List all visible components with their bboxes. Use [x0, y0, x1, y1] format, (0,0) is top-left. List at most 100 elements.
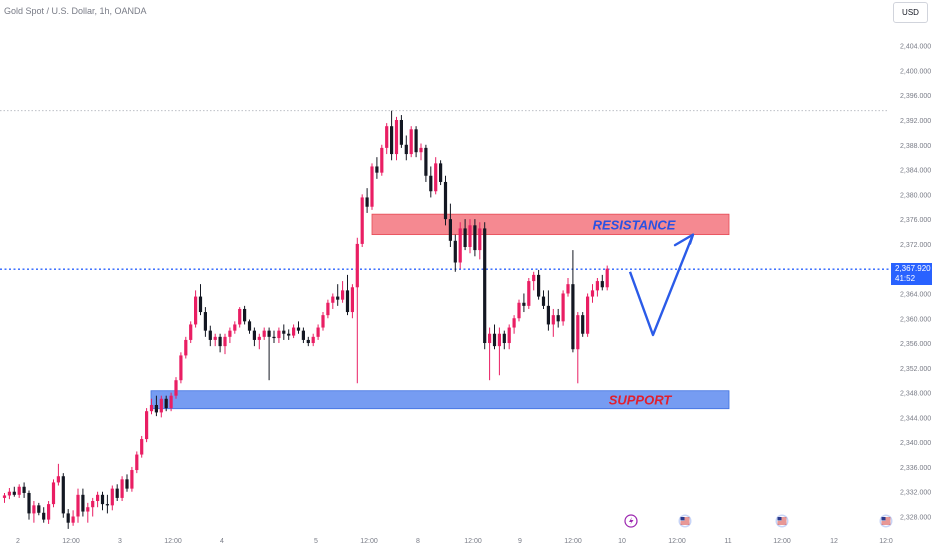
candle-body	[51, 482, 56, 505]
flag-stripe	[680, 523, 690, 525]
candle-body	[208, 330, 212, 340]
candle-body	[478, 228, 482, 251]
candle-body	[213, 336, 217, 340]
candle-body	[27, 492, 31, 514]
y-axis-tick-label: 2,328.000	[900, 515, 931, 522]
candle-body	[326, 302, 330, 316]
candle-body	[292, 327, 296, 336]
candle-body	[140, 439, 144, 455]
candle-body	[419, 147, 423, 153]
x-axis-tick-label: 3	[118, 538, 122, 545]
y-axis-tick-label: 2,376.000	[900, 217, 931, 224]
bar-countdown: 41:52	[895, 274, 916, 283]
candle-body	[375, 166, 379, 173]
candle-body	[66, 513, 70, 523]
x-axis-tick-label: 12:00	[360, 538, 378, 545]
us-flag-icon[interactable]	[775, 514, 789, 528]
y-axis-tick-label: 2,360.000	[900, 316, 931, 323]
x-axis-tick-label: 10	[618, 538, 626, 545]
candle-body	[145, 411, 149, 440]
candle-body	[507, 327, 511, 344]
candle-body	[159, 398, 163, 413]
lightning-glyph	[629, 517, 634, 525]
candle-body	[22, 486, 26, 493]
support-label: SUPPORT	[609, 393, 673, 408]
candle-body	[576, 315, 580, 350]
candle-body	[76, 494, 80, 517]
x-axis[interactable]: 2 12:00 3 12:00 4 5 12:00 8 12:00 9 12:00 10 12:00 11…	[16, 538, 893, 545]
candle-body	[341, 290, 345, 300]
resistance-zone[interactable]	[371, 213, 730, 236]
candle-body	[233, 324, 237, 331]
candle-body	[125, 479, 129, 489]
x-axis-tick-label: 12:0	[879, 538, 893, 545]
candle-body	[399, 120, 403, 145]
candle-body	[365, 197, 369, 207]
flag-canton	[881, 517, 886, 521]
x-axis-tick-label: 11	[724, 538, 731, 545]
lightning-icon[interactable]	[624, 514, 638, 528]
candle-body	[586, 296, 590, 334]
candle-body	[267, 330, 271, 337]
candle-body	[439, 163, 443, 182]
levels	[0, 110, 889, 270]
candle-body	[135, 454, 139, 471]
y-axis-tick-label: 2,340.000	[900, 440, 931, 447]
currency-button[interactable]: USD	[893, 2, 928, 23]
events[interactable]	[624, 514, 893, 528]
flag-stripe	[777, 517, 787, 519]
drawings[interactable]: RESISTANCE SUPPORT	[593, 217, 695, 408]
candle-body	[194, 296, 198, 325]
candle-body	[154, 404, 158, 413]
candle-body	[566, 284, 570, 294]
candle-body	[96, 494, 100, 502]
candle-body	[277, 330, 281, 339]
candle-body	[355, 243, 359, 288]
y-axis-tick-label: 2,396.000	[900, 93, 931, 100]
x-axis-tick-label: 12:00	[62, 538, 80, 545]
candle-body	[17, 486, 21, 495]
candle-body	[473, 225, 477, 251]
candle-body	[414, 129, 418, 153]
candle-body	[164, 398, 168, 409]
candle-body	[81, 494, 85, 512]
candle-body	[532, 274, 536, 282]
candle-body	[571, 284, 575, 350]
candle-body	[360, 197, 364, 244]
candle-body	[42, 512, 46, 520]
candle-body	[37, 505, 41, 513]
y-axis[interactable]: 2,404.000 2,400.000 2,396.000 2,392.000 2,38…	[900, 44, 931, 522]
candle-body	[350, 287, 354, 313]
zones[interactable]	[150, 213, 730, 410]
y-axis-tick-label: 2,332.000	[900, 490, 931, 497]
candle-body	[522, 302, 526, 306]
candle-body	[174, 380, 178, 396]
us-flag-icon[interactable]	[879, 514, 893, 528]
flag-stripe	[680, 521, 690, 523]
flag-stripe	[881, 519, 891, 521]
candle-body	[238, 308, 242, 325]
candle-body	[316, 327, 320, 337]
candle-body	[537, 274, 541, 297]
candle-body	[331, 296, 335, 303]
projection-path[interactable]	[628, 234, 695, 337]
candle-body	[189, 324, 193, 340]
candle-body	[47, 504, 51, 520]
candle-body	[370, 166, 374, 207]
last-price-tag: 2,367.920 41:52	[891, 263, 932, 285]
candle-body	[483, 228, 487, 344]
candle-body	[306, 339, 310, 344]
candle-body	[458, 228, 462, 263]
candle-body	[394, 120, 399, 155]
y-axis-tick-label: 2,380.000	[900, 192, 931, 199]
candle-body	[105, 504, 109, 506]
candle-body	[100, 494, 105, 505]
candle-body	[7, 491, 11, 496]
us-flag-icon[interactable]	[678, 514, 692, 528]
candle-body	[551, 315, 555, 325]
flag-stripe	[881, 517, 891, 519]
x-axis-tick-label: 12	[830, 538, 838, 545]
candle-body	[468, 225, 472, 248]
